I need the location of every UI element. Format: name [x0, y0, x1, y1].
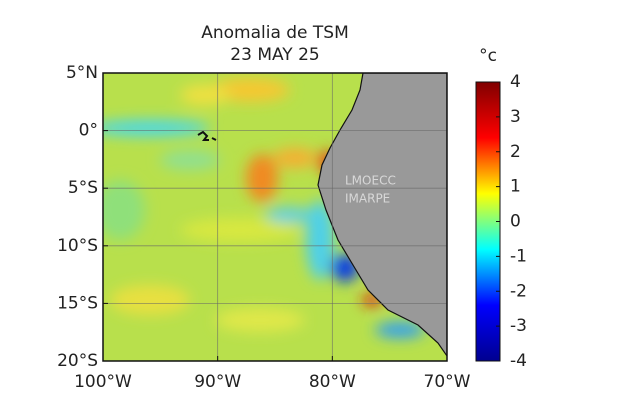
islands [197, 130, 217, 141]
y-tick-label: 20°S [57, 351, 98, 371]
colorbar-tick-label: 4 [510, 72, 521, 92]
title-line: Anomalia de TSM [201, 23, 349, 43]
x-tick-label: 80°W [309, 372, 356, 392]
y-tick-label: 5°S [68, 178, 98, 198]
sst-field [103, 73, 447, 361]
watermark: IMARPE [345, 192, 390, 206]
x-tick-label: 70°W [424, 372, 471, 392]
colorbar-tick-label: -4 [510, 351, 527, 371]
title-line: 23 MAY 25 [230, 45, 319, 65]
land [317, 73, 447, 358]
colorbar-tick-label: 2 [510, 142, 521, 162]
x-tick-label: 90°W [194, 372, 241, 392]
colorbar-label: °c [479, 46, 497, 66]
map-frame [102, 72, 448, 362]
x-tick-label: 100°W [74, 372, 132, 392]
colorbar-tick-label: 0 [510, 212, 521, 232]
y-tick-label: 10°S [57, 236, 98, 256]
y-tick-label: 5°N [66, 63, 98, 83]
watermark: LMOECC [345, 174, 396, 188]
colorbar-tick-label: -1 [510, 246, 527, 266]
y-tick-label: 0° [79, 121, 98, 141]
colorbar-tick-label: 1 [510, 177, 521, 197]
colorbar-tick-label: -2 [510, 281, 527, 301]
colorbar-tick-label: -3 [510, 316, 527, 336]
y-tick-label: 15°S [57, 293, 98, 313]
colorbar-tick-label: 3 [510, 107, 521, 127]
